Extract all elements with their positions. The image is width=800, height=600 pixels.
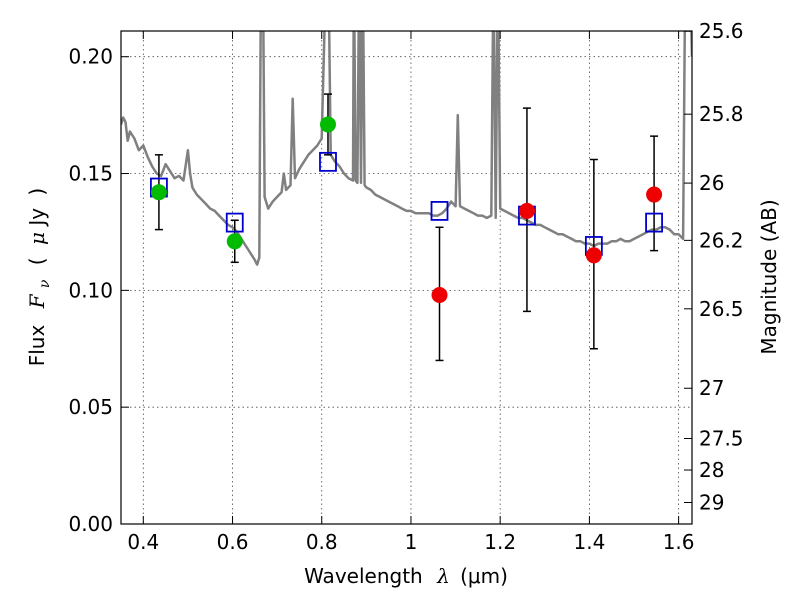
detection-point-0: [150, 184, 167, 201]
x-axis-label: Wavelength λ (μm): [304, 564, 508, 588]
lowsn-point-0: [431, 287, 448, 304]
plot-frame: [120, 30, 693, 525]
y-axis-label-prefix: Flux: [25, 325, 49, 367]
model-spectrum-line: [121, 31, 692, 266]
model-photometry-square-1: [225, 212, 244, 233]
y-tick-label-1: 0.05: [68, 395, 113, 419]
x-axis-label-symbol: λ: [436, 564, 450, 588]
model-photometry-square-3: [430, 201, 449, 221]
y-axis-label-mu: μ: [25, 232, 49, 245]
y-axis-label-close-paren: ): [25, 188, 49, 196]
y-axis-label-symbol: F: [25, 293, 49, 309]
axis-ticks: 0.4 0.6 0.8 1 1.2 1.4 1.6 0.00 0.05 0.10 0.15 0.20 2…: [68, 19, 743, 554]
y2-axis-label: Magnitude (AB): [757, 199, 781, 354]
y2-tick-label-2: 26: [699, 171, 724, 195]
x-tick-label-0: 0.4: [127, 530, 159, 554]
y2-tick-label-6: 27.5: [699, 426, 744, 450]
x-tick-label-1: 0.6: [217, 530, 249, 554]
y-axis-label-unit: Jy: [25, 208, 49, 228]
y-axis-label: Flux F ν ( μ Jy ): [25, 188, 54, 367]
y-tick-label-0: 0.00: [68, 512, 113, 536]
grid-lines: [121, 31, 692, 525]
x-tick-label-4: 1.2: [484, 530, 516, 554]
y-axis-label-subscript: ν: [37, 279, 53, 288]
y2-tick-label-3: 26.2: [699, 228, 744, 252]
lowsn-point-3: [646, 186, 663, 203]
detection-point-2: [319, 116, 336, 133]
y2-tick-label-1: 25.8: [699, 102, 744, 126]
y2-tick-label-4: 26.5: [699, 297, 744, 321]
y-tick-label-3: 0.15: [68, 162, 113, 186]
x-tick-label-3: 1: [405, 530, 418, 554]
y-axis-label-open-paren: (: [25, 257, 49, 265]
y2-tick-label-7: 28: [699, 458, 724, 482]
x-axis-label-unit: (μm): [460, 564, 508, 588]
detection-point-1: [226, 233, 243, 250]
model-photometry-square-2: [319, 151, 337, 172]
y2-tick-label-5: 27: [699, 376, 724, 400]
lowsn-point-2: [585, 247, 602, 264]
y-tick-label-4: 0.20: [68, 45, 113, 69]
x-tick-label-2: 0.8: [306, 530, 338, 554]
y2-tick-label-8: 29: [699, 491, 724, 515]
y2-tick-label-0: 25.6: [699, 19, 744, 43]
x-tick-label-5: 1.4: [573, 530, 605, 554]
plot-area: [121, 31, 692, 362]
y-tick-label-2: 0.10: [68, 278, 113, 302]
x-tick-label-6: 1.6: [663, 530, 695, 554]
model-photometry-square-6: [645, 212, 663, 233]
lowsn-point-1: [518, 202, 535, 219]
x-axis-label-prefix: Wavelength: [304, 564, 423, 588]
